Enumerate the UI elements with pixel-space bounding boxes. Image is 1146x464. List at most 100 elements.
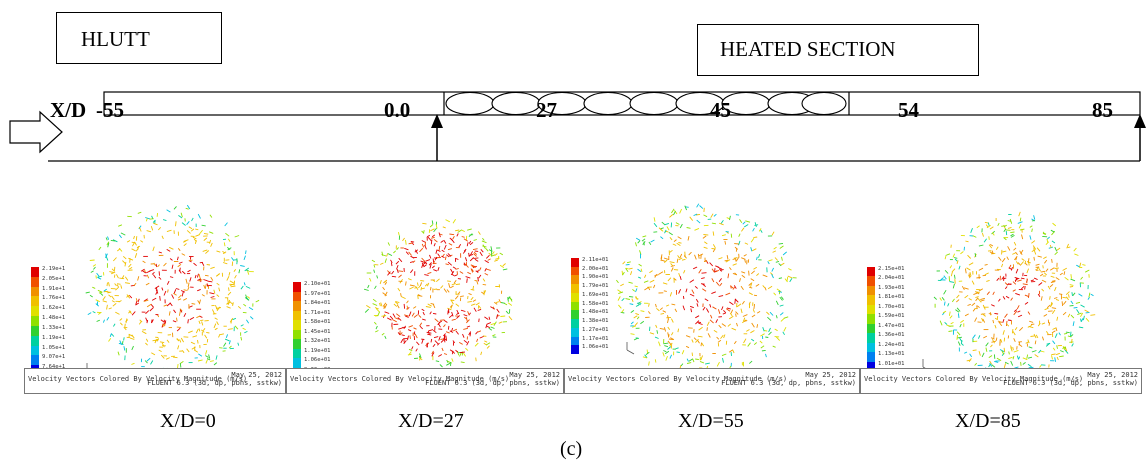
caption-solver: FLUENT 6.3 (3d, dp, pbns, sstkw) xyxy=(425,379,560,387)
velocity-vector xyxy=(760,345,765,349)
velocity-vector xyxy=(482,245,487,248)
velocity-vector xyxy=(632,325,636,328)
velocity-vector xyxy=(397,231,400,236)
velocity-vector xyxy=(1029,225,1033,228)
velocity-vector xyxy=(163,304,168,307)
velocity-vector xyxy=(408,325,413,328)
velocity-vector xyxy=(943,289,947,295)
velocity-vector xyxy=(474,279,478,282)
velocity-vector xyxy=(1088,292,1091,298)
velocity-vector xyxy=(637,240,641,244)
velocity-vector xyxy=(1010,360,1014,366)
velocity-vector xyxy=(649,279,655,283)
velocity-vector xyxy=(158,276,162,280)
velocity-vector xyxy=(166,229,172,233)
velocity-vector xyxy=(636,316,640,320)
velocity-vector xyxy=(1080,304,1085,308)
velocity-vector xyxy=(952,283,955,289)
velocity-vector xyxy=(452,340,456,344)
velocity-vector xyxy=(989,226,994,230)
velocity-vector xyxy=(404,314,409,317)
velocity-vector xyxy=(463,339,468,343)
velocity-vector xyxy=(451,273,455,276)
velocity-vector xyxy=(213,289,216,294)
velocity-vector xyxy=(431,265,435,269)
legend-tick-label: 1.91e+1 xyxy=(42,285,66,292)
velocity-vector xyxy=(113,323,116,327)
velocity-vector xyxy=(1017,310,1021,313)
velocity-vector xyxy=(728,315,734,320)
velocity-vector xyxy=(1030,279,1035,282)
velocity-vector xyxy=(166,339,170,343)
velocity-vector xyxy=(963,287,969,290)
velocity-vector xyxy=(943,301,946,306)
velocity-vector xyxy=(456,233,459,237)
velocity-vector xyxy=(407,335,409,341)
velocity-vector xyxy=(205,359,208,364)
velocity-vector xyxy=(126,294,131,299)
velocity-vector xyxy=(981,232,984,237)
velocity-vector xyxy=(779,296,783,301)
velocity-vector xyxy=(702,306,706,311)
velocity-vector xyxy=(474,342,479,347)
velocity-vector xyxy=(1050,301,1053,306)
velocity-vector xyxy=(641,238,646,242)
velocity-vector xyxy=(1062,296,1067,299)
velocity-vector xyxy=(176,327,181,332)
velocity-vector xyxy=(238,269,241,274)
velocity-vector xyxy=(157,264,160,268)
velocity-vector xyxy=(770,272,774,276)
velocity-vector xyxy=(742,314,748,317)
velocity-vector xyxy=(155,263,158,268)
velocity-vector xyxy=(420,260,425,263)
velocity-vector xyxy=(110,271,116,275)
velocity-vector xyxy=(625,267,629,273)
velocity-vector xyxy=(956,260,959,264)
velocity-vector xyxy=(1050,281,1056,283)
velocity-vector xyxy=(171,264,174,269)
velocity-vector xyxy=(240,336,243,341)
velocity-vector xyxy=(213,323,217,329)
velocity-vector xyxy=(423,264,427,267)
caption-meta: May 25, 2012 FLUENT 6.3 (3d, dp, pbns, ss… xyxy=(721,371,856,387)
velocity-vector xyxy=(437,323,441,328)
velocity-vector xyxy=(660,227,664,230)
velocity-vector xyxy=(786,276,789,281)
velocity-vector xyxy=(969,271,972,277)
velocity-vector xyxy=(1051,307,1057,309)
velocity-vector xyxy=(1017,279,1022,282)
velocity-vector xyxy=(107,242,110,248)
velocity-vector xyxy=(1054,286,1057,292)
velocity-vector xyxy=(180,337,184,343)
velocity-vector xyxy=(713,330,718,333)
velocity-vector xyxy=(656,307,660,312)
velocity-vector xyxy=(224,222,228,227)
velocity-vector xyxy=(453,279,457,284)
velocity-vector xyxy=(1082,315,1085,321)
velocity-vector xyxy=(421,287,425,290)
velocity-vector xyxy=(1020,285,1025,290)
velocity-vector xyxy=(661,259,666,262)
velocity-vector xyxy=(409,335,411,339)
velocity-vector xyxy=(1071,343,1074,347)
velocity-vector xyxy=(449,237,454,242)
velocity-vector xyxy=(138,321,142,325)
velocity-vector xyxy=(498,299,502,303)
velocity-vector xyxy=(1080,318,1082,323)
velocity-vector xyxy=(495,301,500,304)
velocity-vector xyxy=(192,335,198,338)
velocity-vector xyxy=(459,271,464,274)
velocity-vector xyxy=(669,237,673,241)
velocity-vector xyxy=(372,303,378,306)
velocity-vector xyxy=(981,317,984,322)
velocity-vector xyxy=(982,304,986,310)
velocity-vector xyxy=(426,343,429,348)
velocity-vector xyxy=(413,327,417,330)
velocity-vector xyxy=(1013,349,1019,353)
velocity-vector xyxy=(767,261,770,265)
velocity-vector xyxy=(437,267,440,271)
velocity-vector xyxy=(201,262,205,267)
velocity-vector xyxy=(750,278,755,282)
velocity-vector xyxy=(775,315,778,319)
velocity-vector xyxy=(185,207,189,210)
